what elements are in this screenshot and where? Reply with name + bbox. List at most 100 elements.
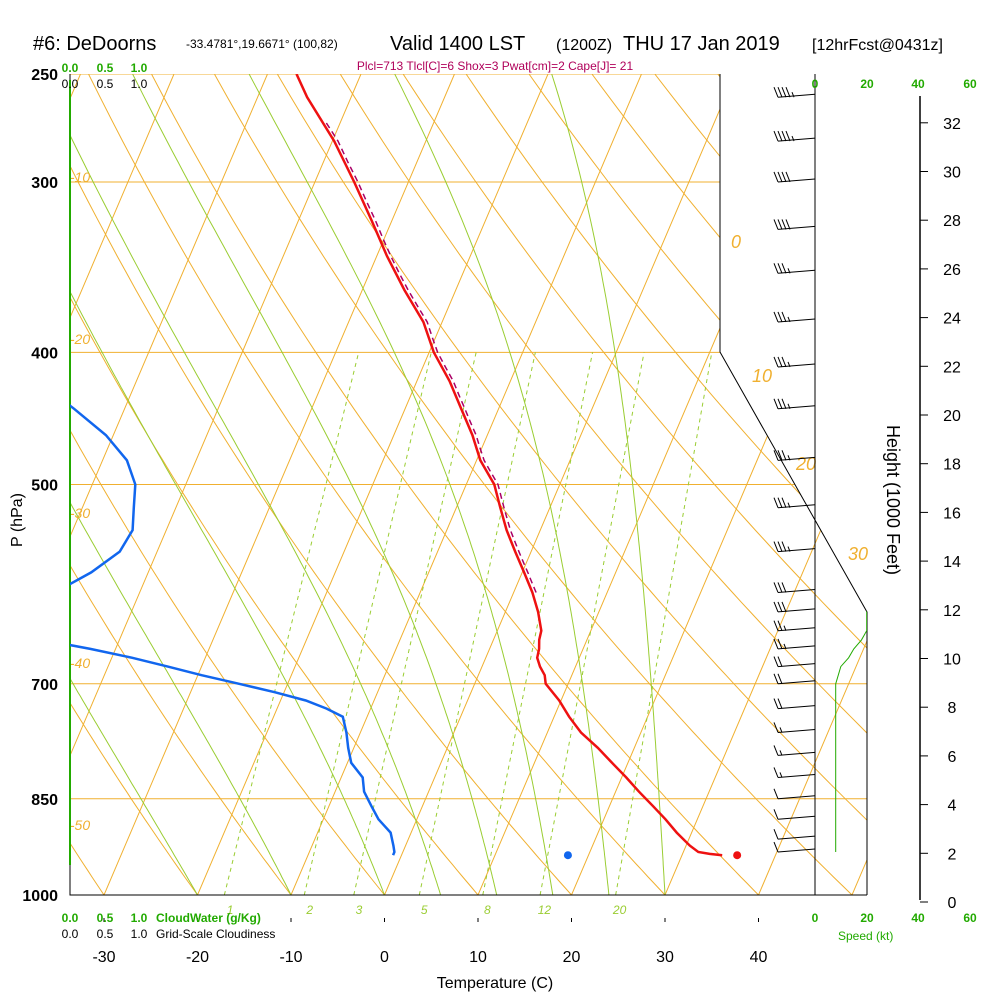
dry-adiabat [213, 74, 853, 895]
wind-barb [773, 450, 816, 461]
pressure-tick-label: 500 [31, 478, 58, 495]
speed-tick-bottom: 40 [911, 911, 925, 925]
wind-barb [773, 722, 816, 733]
speed-tick-top: 20 [860, 77, 874, 91]
x-tick-label: -30 [92, 949, 115, 966]
mixing-ratio-label: 5 [421, 903, 428, 917]
isotherm-label: -30 [70, 505, 90, 521]
wind-barb [773, 171, 816, 183]
pressure-tick-label: 850 [31, 792, 58, 809]
mixing-ratio-line [418, 352, 536, 895]
wind-barb [773, 673, 816, 685]
wind-barb [773, 601, 816, 613]
dry-adiabat [70, 74, 198, 895]
wind-barb [773, 219, 816, 230]
wind-barb [773, 809, 816, 820]
wind-barb [773, 638, 816, 650]
mixing-ratio-label: 3 [356, 903, 363, 917]
pressure-tick-label: 300 [31, 175, 58, 192]
x-axis-title: Temperature (C) [437, 975, 553, 992]
sounding-profiles [70, 74, 867, 857]
wind-barb [773, 311, 816, 323]
moist-adiabat [70, 74, 385, 895]
mixing-ratio-label: 12 [538, 903, 552, 917]
speed-tick-bottom: 20 [860, 911, 874, 925]
zulu-time: (1200Z) [556, 37, 612, 54]
height-tick-label: 12 [943, 603, 961, 620]
height-tick-label: 24 [943, 311, 961, 328]
wind-barb [773, 87, 816, 98]
height-tick-label: 4 [948, 798, 957, 815]
mixing-ratio-line [539, 352, 645, 895]
isotherm-label: -20 [70, 331, 90, 347]
mixing-ratio-line [615, 352, 713, 895]
height-axis-title: Height (1000 Feet) [883, 425, 903, 575]
height-tick-label: 10 [943, 652, 961, 669]
height-tick-label: 8 [948, 700, 957, 717]
height-tick-label: 18 [943, 457, 961, 474]
dry-adiabat [402, 74, 867, 895]
dry-adiabat [465, 74, 867, 895]
mixing-ratio-label: 1 [227, 903, 234, 917]
isotherm [70, 74, 268, 895]
moist-adiabat [551, 74, 666, 895]
pressure-tick-label: 250 [31, 67, 58, 84]
cloudwater-tick-bottom: 1.0 [131, 911, 148, 925]
isotherm [197, 74, 549, 895]
height-tick-label: 2 [948, 846, 957, 863]
isotherm [70, 74, 362, 895]
wind-barb [773, 582, 816, 593]
wind-barb [773, 356, 816, 368]
isotherm [70, 74, 175, 895]
cloudwater-tick-top: 1.0 [131, 61, 148, 75]
isotherm [103, 74, 455, 895]
wind-barb [773, 828, 816, 840]
x-tick-label: 10 [469, 949, 487, 966]
moist-adiabat [248, 74, 554, 895]
pressure-tick-label: 1000 [22, 888, 58, 905]
moist-adiabat [70, 74, 292, 895]
x-tick-label: 40 [750, 949, 768, 966]
speed-tick-bottom: 0 [812, 911, 819, 925]
height-tick-label: 20 [943, 408, 961, 425]
dry-adiabat [0, 74, 11, 895]
surface-temperature-marker [733, 851, 742, 860]
x-tick-label: 30 [656, 949, 674, 966]
cloudwater-axis-title: CloudWater (g/Kg) [156, 911, 261, 925]
isotherm-label: 10 [752, 366, 772, 386]
isotherm [851, 74, 867, 895]
wind-barb [773, 841, 816, 853]
speed-tick-top: 0 [812, 77, 819, 91]
wind-barb [773, 698, 816, 710]
cloudiness-tick-bottom: 0.0 [62, 927, 79, 941]
mixing-ratio-line [353, 352, 477, 895]
dry-adiabat [151, 74, 759, 895]
speed-tick-bottom: 60 [963, 911, 977, 925]
cloudwater-tick-bottom: 0.5 [97, 911, 114, 925]
height-tick-label: 32 [943, 116, 961, 133]
dry-adiabat [70, 74, 479, 895]
mixing-ratio-line [303, 352, 432, 895]
height-tick-label: 14 [943, 554, 961, 571]
height-tick-label: 6 [948, 749, 957, 766]
dry-adiabat [70, 74, 572, 895]
height-profile [835, 74, 867, 852]
wind-barb [773, 497, 816, 509]
temperature-profile [295, 74, 723, 857]
height-tick-label: 26 [943, 262, 961, 279]
x-tick-label: -20 [186, 949, 209, 966]
speed-axis-title: Speed (kt) [838, 929, 893, 943]
dewpoint-profile [70, 74, 396, 856]
mixing-ratio-line [223, 352, 360, 895]
cloudiness-tick-bottom: 1.0 [131, 927, 148, 941]
x-tick-label: 0 [380, 949, 389, 966]
speed-tick-top: 60 [963, 77, 977, 91]
mixing-ratio-label: 2 [305, 903, 313, 917]
moist-adiabat [132, 74, 498, 895]
height-tick-label: 22 [943, 359, 961, 376]
dry-adiabat [528, 74, 867, 895]
wind-barbs [773, 74, 816, 895]
cloudiness-tick-top: 1.0 [131, 77, 148, 91]
